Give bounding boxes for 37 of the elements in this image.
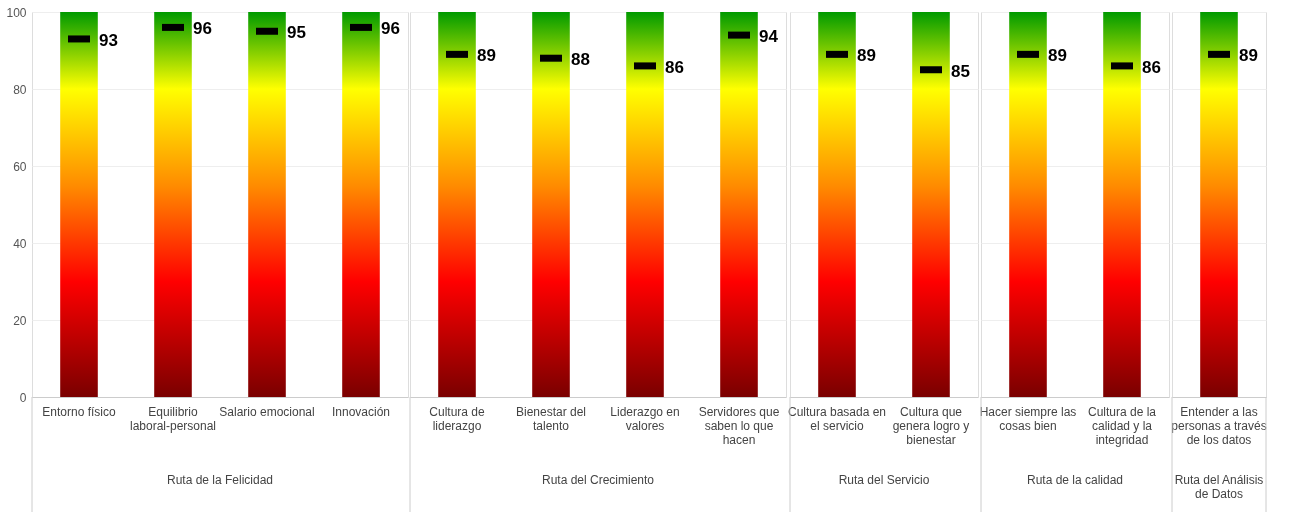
data-label: 89 — [857, 46, 876, 66]
data-label: 86 — [665, 57, 684, 77]
y-tick-label: 60 — [13, 159, 27, 174]
y-tick-label: 100 — [6, 5, 27, 20]
x-axis-title: Ruta del Servicio — [838, 473, 930, 487]
data-label: 93 — [99, 30, 118, 50]
x-tick-label: Bienestar del talento — [515, 405, 587, 433]
data-label: 86 — [1142, 57, 1161, 77]
x-tick-label: Liderazgo en valores — [610, 405, 680, 433]
data-label: 88 — [571, 50, 590, 70]
x-tick-label: Cultura basada en el servicio — [787, 405, 887, 433]
x-tick-label: Salario emocional — [219, 405, 315, 419]
data-label: 94 — [759, 27, 779, 47]
x-tick-label: Hacer siempre las cosas bien — [979, 405, 1077, 433]
data-label: 96 — [193, 19, 212, 39]
x-tick-label: Entorno físico — [42, 405, 117, 419]
x-axis-title: Ruta de la calidad — [1026, 473, 1124, 487]
x-tick-label: Cultura de la calidad y la integridad — [1087, 405, 1157, 447]
x-tick-label: Cultura de liderazgo — [429, 405, 485, 433]
x-axis-title: Ruta del Crecimiento — [541, 473, 655, 487]
data-label: 89 — [1048, 46, 1067, 66]
y-tick-label: 80 — [13, 82, 27, 97]
data-label: 89 — [477, 46, 496, 66]
x-axis-title: Ruta de la Felicidad — [166, 473, 274, 487]
y-tick-label: 0 — [19, 390, 27, 405]
y-tick-label: 40 — [13, 236, 27, 251]
x-tick-label: Innovación — [331, 405, 391, 419]
data-label: 89 — [1239, 46, 1258, 66]
x-tick-label: Equilibrio laboral-personal — [129, 405, 217, 433]
data-label: 96 — [381, 19, 400, 39]
data-label: 85 — [951, 61, 970, 81]
y-tick-label: 20 — [13, 313, 27, 328]
x-axis-title: Ruta del Análisis de Datos — [1174, 473, 1264, 501]
x-tick-label: Entender a las personas a través de los datos — [1171, 405, 1267, 447]
x-tick-label: Cultura que genera logro y bienestar — [892, 405, 970, 447]
x-tick-label: Servidores que saben lo que hacen — [698, 405, 780, 447]
data-label: 95 — [287, 23, 306, 43]
